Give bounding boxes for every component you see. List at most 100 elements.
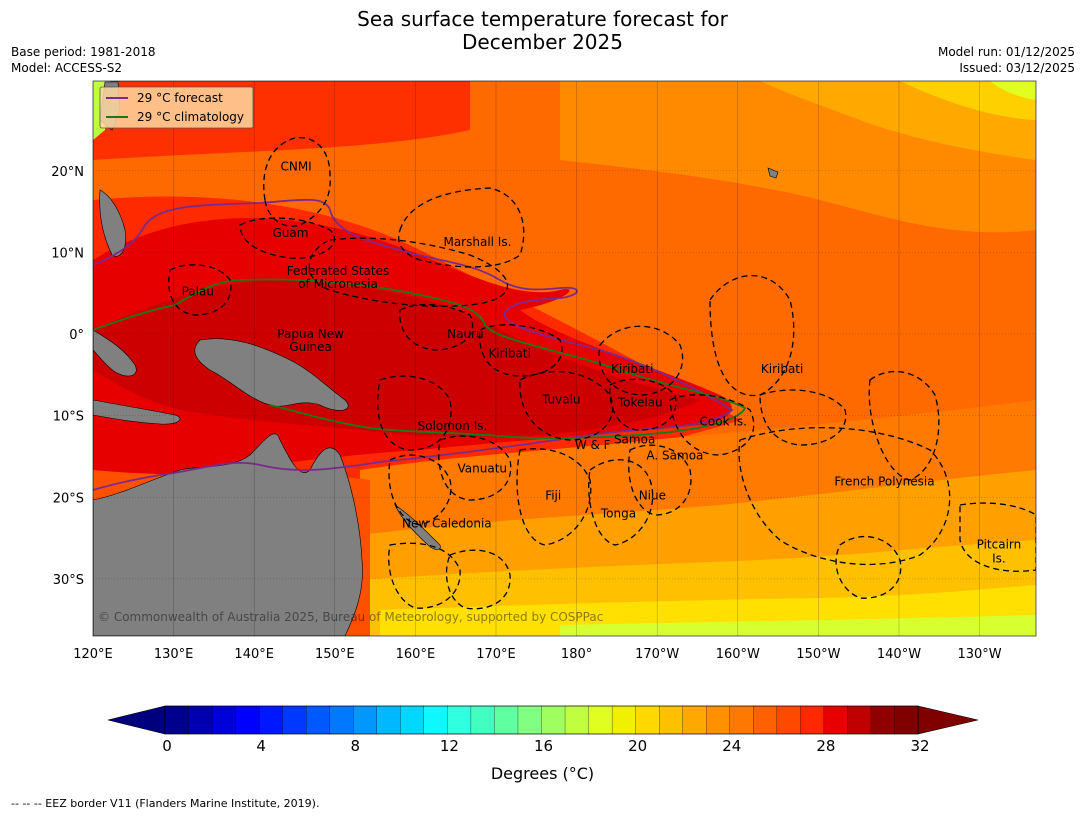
sst-region-hot	[93, 280, 700, 438]
region-label: Vanuatu	[458, 462, 508, 476]
longitude-tick-labels: 120°E 130°E 140°E 150°E 160°E 170°E 180° 170°W 1…	[73, 647, 1002, 662]
title-line-1: Sea surface temperature forecast for	[357, 7, 728, 31]
lat-tick-label: 10°N	[51, 246, 84, 261]
lon-tick-label: 160°W	[716, 647, 760, 662]
chart-title: Sea surface temperature forecast for Dec…	[0, 8, 1085, 54]
region-label: Tokelau	[617, 396, 663, 410]
sst-band-green-north	[990, 81, 1036, 100]
colorbar-segment	[800, 705, 825, 735]
colorbar	[107, 705, 979, 735]
colorbar-segment	[823, 705, 849, 735]
colorbar-segment	[870, 705, 896, 735]
legend-box	[99, 86, 254, 129]
region-label: Kiribati	[488, 347, 530, 361]
region-label: Kiribati	[761, 362, 803, 376]
colorbar-tick-label: 20	[628, 737, 647, 755]
graticule	[93, 81, 1036, 636]
colorbar-segment	[611, 705, 637, 735]
lat-tick-label: 10°S	[53, 410, 84, 425]
lon-tick-label: 140°W	[877, 647, 921, 662]
colorbar-tick-label: 28	[816, 737, 835, 755]
philippines-land	[99, 189, 126, 257]
new-guinea-land	[194, 338, 349, 411]
colorbar-segment	[894, 705, 919, 735]
colorbar-segment	[282, 705, 307, 735]
region-label: Tuvalu	[541, 392, 581, 406]
java-land	[93, 399, 181, 425]
colorbar-tick-label: 32	[910, 737, 929, 755]
colorbar-segment	[353, 705, 378, 735]
meta-right: Model run: 01/12/2025 Issued: 03/12/2025	[938, 44, 1075, 76]
colorbar-segment	[447, 705, 472, 735]
meta-left: Base period: 1981-2018 Model: ACCESS-S2	[11, 44, 156, 76]
colorbar-underflow-arrow	[107, 705, 166, 735]
lon-tick-label: 120°E	[73, 647, 113, 662]
colorbar-tick-label: 24	[722, 737, 741, 755]
base-period: Base period: 1981-2018	[11, 45, 156, 59]
borneo-land	[93, 329, 137, 377]
colorbar-segment	[306, 705, 331, 735]
lon-tick-label: 130°W	[957, 647, 1001, 662]
colorbar-segment	[376, 705, 401, 735]
region-label: Guinea	[289, 340, 332, 354]
region-label: Fiji	[545, 489, 561, 503]
contour-legend: 29 °C forecast 29 °C climatology	[99, 86, 254, 129]
region-label: A. Samoa	[646, 449, 703, 463]
colorbar-segment	[706, 705, 731, 735]
colorbar-segment	[541, 705, 566, 735]
region-label: Tonga	[600, 507, 636, 521]
lon-tick-label: 130°E	[154, 647, 194, 662]
region-label: Solomon Is.	[418, 419, 488, 433]
lon-tick-label: 150°E	[315, 647, 355, 662]
title-line-2: December 2025	[462, 30, 623, 54]
region-label: W & F	[575, 438, 611, 452]
lat-tick-label: 0°	[69, 328, 84, 343]
region-label: New Caledonia	[402, 516, 492, 530]
colorbar-segment	[258, 705, 284, 735]
colorbar-segment	[164, 705, 190, 735]
region-label: of Micronesia	[298, 277, 378, 291]
lat-tick-label: 30°S	[53, 573, 84, 588]
region-label: French Polynesia	[834, 475, 934, 489]
colorbar-segment	[470, 705, 496, 735]
hawaii-land	[767, 167, 779, 179]
region-label: Guam	[272, 226, 308, 240]
colorbar-frame	[164, 705, 919, 735]
new-caledonia-land	[394, 504, 441, 550]
region-label: Is.	[992, 551, 1006, 565]
colorbar-segment	[235, 705, 260, 735]
colorbar-tick-label: 4	[256, 737, 266, 755]
region-label: Cook Is.	[700, 414, 747, 428]
sst-band-yellow-north	[900, 81, 1036, 120]
colorbar-segment	[211, 705, 237, 735]
copyright-text: © Commonwealth of Australia 2025, Bureau…	[98, 610, 603, 624]
colorbar-segment	[776, 705, 801, 735]
eez-borders	[168, 137, 1036, 610]
region-label: Kiribati	[611, 362, 653, 376]
lon-tick-label: 170°E	[476, 647, 516, 662]
colorbar-segment	[400, 705, 425, 735]
lon-tick-label: 170°W	[635, 647, 679, 662]
colorbar-segment	[188, 705, 213, 735]
colorbar-segment	[423, 705, 449, 735]
colorbar-segment	[564, 705, 590, 735]
colorbar-tick-label: 12	[440, 737, 459, 755]
colorbar-segment	[494, 705, 519, 735]
colorbar-segment	[753, 705, 778, 735]
lon-tick-label: 160°E	[396, 647, 436, 662]
region-label: CNMI	[280, 160, 311, 174]
legend-climatology-label: 29 °C climatology	[137, 110, 244, 124]
model-name: Model: ACCESS-S2	[11, 61, 123, 75]
eez-footnote: -- -- -- EEZ border V11 (Flanders Marine…	[11, 797, 320, 810]
colorbar-tick-labels: 0 4 8 12 16 20 24 28 32	[162, 737, 929, 755]
colorbar-segment	[659, 705, 684, 735]
region-label: Papua New	[277, 327, 344, 341]
colorbar-tick-label: 16	[534, 737, 553, 755]
lon-tick-label: 140°E	[234, 647, 274, 662]
colorbar-segment	[635, 705, 660, 735]
colorbar-segment	[588, 705, 613, 735]
colorbar-segment	[729, 705, 754, 735]
colorbar-tick-label: 0	[162, 737, 172, 755]
